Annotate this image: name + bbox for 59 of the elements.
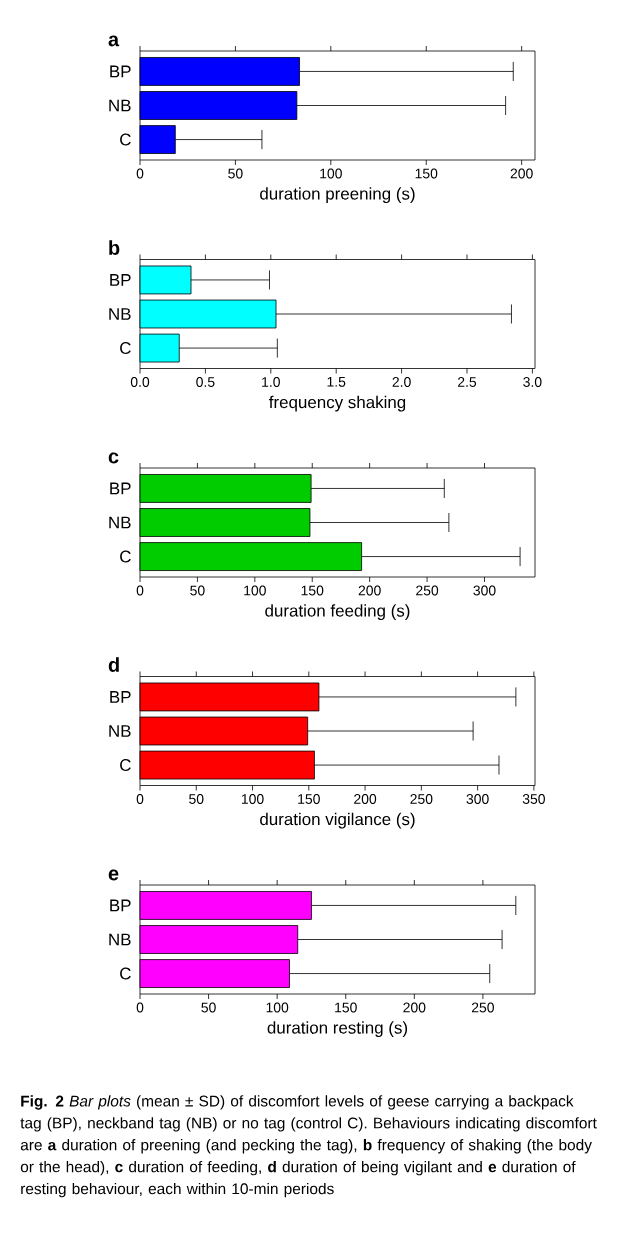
x-tick-label: 150 bbox=[301, 585, 324, 596]
x-tick-label: 2.5 bbox=[458, 377, 477, 387]
text: Fig. 2 Bar plots (mean ± SD) of discomfort levels of geese carrying a backpack tag (BP), neckband tag (NB) or no tag (control C). Behaviours indicating discomfort are a duration of preening (and pecking the tag), b frequency of shaking (the body or the head), c duration of feeding, d duration of being vigilant and e duration of resting behaviour, each within 10-min periods bbox=[20, 1095, 597, 1198]
x-axis-title: duration vigilance (s) bbox=[260, 812, 415, 829]
x-tick-label: 150 bbox=[298, 794, 320, 804]
x-tick-label: 350 bbox=[522, 794, 545, 804]
x-tick-label: 200 bbox=[403, 1002, 426, 1013]
x-tick-label: 100 bbox=[266, 1002, 289, 1013]
x-axis-title: frequency shaking bbox=[269, 395, 406, 412]
x-tick-label: 100 bbox=[320, 168, 342, 179]
y-tick-label: BP bbox=[110, 899, 131, 912]
x-tick-label: 300 bbox=[466, 794, 489, 804]
x-tick-label: 200 bbox=[358, 585, 381, 596]
y-tick-label: BP bbox=[110, 65, 131, 78]
y-tick-label: NB bbox=[109, 933, 131, 946]
x-tick-label: 200 bbox=[354, 794, 377, 804]
y-tick-label: NB bbox=[109, 516, 131, 529]
x-tick-label: 300 bbox=[473, 585, 496, 596]
x-tick-label: 150 bbox=[335, 1002, 357, 1013]
x-axis-title: duration feeding (s) bbox=[265, 604, 410, 621]
x-tick-label: 0 bbox=[136, 168, 144, 179]
x-axis-title: duration resting (s) bbox=[267, 1021, 408, 1038]
x-tick-label: 0.5 bbox=[196, 377, 215, 387]
x-tick-label: 100 bbox=[241, 794, 264, 804]
x-tick-label: 0 bbox=[136, 585, 144, 596]
chart-title: c bbox=[108, 452, 119, 464]
x-tick-label: 1.0 bbox=[262, 377, 280, 387]
x-tick-label: 0.0 bbox=[130, 377, 150, 387]
y-tick-label: C bbox=[120, 550, 131, 563]
x-tick-label: 100 bbox=[244, 585, 266, 596]
x-tick-label: 3.0 bbox=[523, 377, 542, 387]
x-axis-title: duration preening (s) bbox=[260, 187, 415, 204]
chart-title: b bbox=[109, 240, 120, 255]
x-tick-label: 200 bbox=[510, 168, 533, 179]
y-tick-label: C bbox=[120, 967, 131, 980]
x-tick-label: 1.5 bbox=[327, 377, 346, 387]
x-tick-label: 0 bbox=[136, 1002, 144, 1013]
x-tick-label: 50 bbox=[228, 168, 243, 179]
y-tick-label: BP bbox=[110, 274, 131, 286]
y-tick-label: C bbox=[120, 342, 131, 355]
x-tick-label: 250 bbox=[471, 1002, 494, 1013]
x-tick-label: 50 bbox=[190, 585, 205, 596]
y-tick-label: C bbox=[120, 759, 131, 772]
x-tick-label: 250 bbox=[416, 585, 439, 596]
x-tick-label: 2.0 bbox=[392, 377, 411, 387]
x-tick-label: 50 bbox=[189, 794, 204, 804]
x-tick-label: 50 bbox=[201, 1002, 216, 1013]
chart-title: d bbox=[108, 657, 119, 672]
y-tick-label: NB bbox=[109, 308, 131, 320]
y-tick-label: BP bbox=[110, 691, 131, 703]
x-tick-label: 0 bbox=[136, 794, 144, 804]
chart-title: e bbox=[108, 869, 119, 881]
y-tick-label: NB bbox=[109, 99, 131, 112]
chart-title: a bbox=[108, 35, 120, 47]
y-tick-label: BP bbox=[110, 482, 131, 495]
y-tick-label: C bbox=[120, 133, 131, 146]
x-tick-label: 250 bbox=[410, 794, 433, 804]
x-tick-label: 150 bbox=[415, 168, 438, 179]
y-tick-label: NB bbox=[109, 725, 131, 737]
